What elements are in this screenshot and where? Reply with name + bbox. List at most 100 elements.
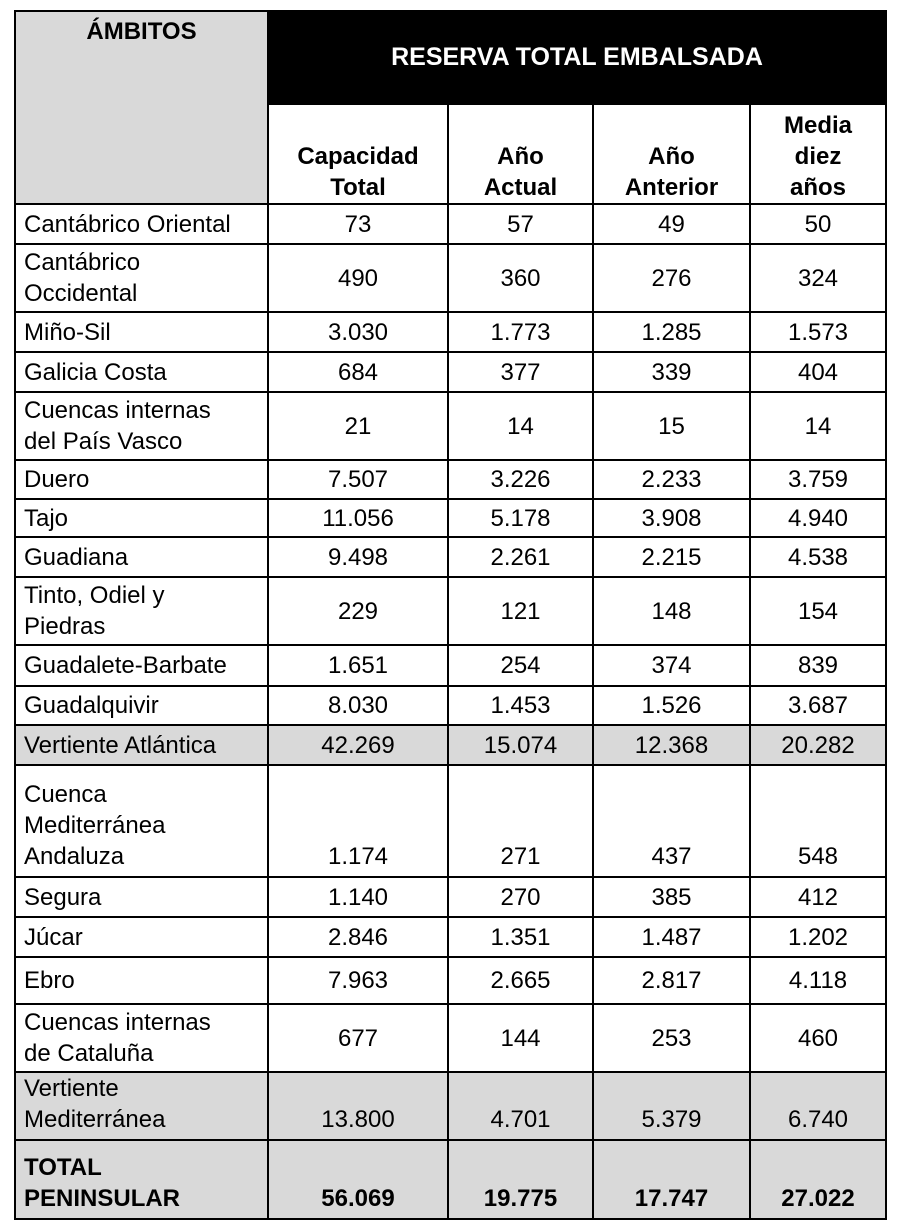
table-row: Cantábrico Occidental 490 360 276 324	[14, 243, 887, 313]
table-row: Júcar 2.846 1.351 1.487 1.202	[14, 916, 887, 958]
cell-value: 2.846	[267, 916, 449, 958]
cell-value: 121	[447, 576, 594, 646]
cell-value: 15.074	[447, 724, 594, 766]
column-header-line: Actual	[483, 174, 558, 201]
row-label-line: Occidental	[24, 280, 138, 307]
cell-value: 412	[749, 876, 887, 918]
cell-value: 3.759	[749, 459, 887, 500]
table-row: Cuencas internas de Cataluña 677 144 253 460	[14, 1003, 887, 1073]
row-label-line: Cuencas internas	[24, 1009, 211, 1036]
table-row: Ebro 7.963 2.665 2.817 4.118	[14, 956, 887, 1005]
cell-value: 4.118	[749, 956, 887, 1005]
row-label: Tajo	[14, 498, 269, 538]
row-label-line: Cantábrico	[24, 249, 141, 276]
row-label-line: de Cataluña	[24, 1040, 154, 1067]
cell-value: 548	[749, 764, 887, 878]
cell-value: 4.538	[749, 536, 887, 578]
column-header-line: Anterior	[624, 174, 719, 201]
row-label-line: Mediterránea	[24, 1106, 166, 1133]
row-label-line: Vertiente	[24, 1075, 119, 1102]
column-header-line: Capacidad	[297, 143, 419, 170]
header-ambitos: ÁMBITOS	[14, 10, 269, 205]
row-label: Duero	[14, 459, 269, 500]
row-label-line: Cuenca	[24, 781, 107, 808]
column-header-line: Año	[497, 143, 544, 170]
row-label: Galicia Costa	[14, 351, 269, 393]
row-label-line: Segura	[24, 883, 102, 911]
cell-value: 5.178	[447, 498, 594, 538]
cell-value: 3.030	[267, 311, 449, 353]
cell-value: 21	[267, 391, 449, 461]
cell-value: 15	[592, 391, 751, 461]
cell-value: 490	[267, 243, 449, 313]
row-label-line: Júcar	[24, 923, 83, 951]
row-label: Vertiente Atlántica	[14, 724, 269, 766]
row-label: Segura	[14, 876, 269, 918]
cell-value: 1.526	[592, 685, 751, 726]
cell-value: 4.701	[447, 1071, 594, 1141]
table-row: Guadalete-Barbate 1.651 254 374 839	[14, 644, 887, 687]
column-header: Capacidad Total	[267, 103, 449, 205]
cell-value: 339	[592, 351, 751, 393]
row-label: Tinto, Odiel y Piedras	[14, 576, 269, 646]
column-header: Media diez años	[749, 103, 887, 205]
cell-value: 404	[749, 351, 887, 393]
cell-value: 253	[592, 1003, 751, 1073]
cell-value: 27.022	[749, 1139, 887, 1220]
header-group: RESERVA TOTAL EMBALSADA	[267, 10, 887, 105]
row-label: TOTAL PENINSULAR	[14, 1139, 269, 1220]
cell-value: 385	[592, 876, 751, 918]
table-row: Tajo 11.056 5.178 3.908 4.940	[14, 498, 887, 538]
table-body: Cantábrico Oriental 73 57 49 50 Cantábrico Occ…	[14, 203, 887, 1220]
cell-value: 271	[447, 764, 594, 878]
row-label-line: Miño-Sil	[24, 318, 111, 346]
row-label: Guadalete-Barbate	[14, 644, 269, 687]
table-row: Cuenca Mediterránea Andaluza 1.174 271 437 548	[14, 764, 887, 878]
cell-value: 1.351	[447, 916, 594, 958]
cell-value: 1.140	[267, 876, 449, 918]
cell-value: 154	[749, 576, 887, 646]
cell-value: 684	[267, 351, 449, 393]
table-row: Cantábrico Oriental 73 57 49 50	[14, 203, 887, 245]
cell-value: 229	[267, 576, 449, 646]
cell-value: 2.215	[592, 536, 751, 578]
row-label-line: Vertiente Atlántica	[24, 731, 217, 759]
cell-value: 1.285	[592, 311, 751, 353]
cell-value: 4.940	[749, 498, 887, 538]
table-row: Vertiente Atlántica 42.269 15.074 12.368 20.…	[14, 724, 887, 766]
cell-value: 374	[592, 644, 751, 687]
cell-value: 17.747	[592, 1139, 751, 1220]
cell-value: 377	[447, 351, 594, 393]
cell-value: 57	[447, 203, 594, 245]
cell-value: 2.665	[447, 956, 594, 1005]
cell-value: 144	[447, 1003, 594, 1073]
row-label-line: Guadalquivir	[24, 692, 159, 719]
row-label: Cantábrico Occidental	[14, 243, 269, 313]
cell-value: 1.174	[267, 764, 449, 878]
cell-value: 839	[749, 644, 887, 687]
table-wrap: ÁMBITOS RESERVA TOTAL EMBALSADA Capacida…	[14, 10, 887, 1220]
row-label: Júcar	[14, 916, 269, 958]
table-row: Miño-Sil 3.030 1.773 1.285 1.573	[14, 311, 887, 353]
row-label-line: del País Vasco	[24, 428, 183, 455]
cell-value: 460	[749, 1003, 887, 1073]
row-label: Cantábrico Oriental	[14, 203, 269, 245]
row-label-line: Piedras	[24, 613, 106, 640]
cell-value: 5.379	[592, 1071, 751, 1141]
column-header-line: Año	[648, 143, 695, 170]
column-header: Año Actual	[447, 103, 594, 205]
cell-value: 11.056	[267, 498, 449, 538]
cell-value: 14	[749, 391, 887, 461]
column-header-line: Total	[330, 174, 386, 201]
cell-value: 49	[592, 203, 751, 245]
column-header-line: diez	[794, 143, 842, 170]
cell-value: 19.775	[447, 1139, 594, 1220]
cell-value: 6.740	[749, 1071, 887, 1141]
cell-value: 276	[592, 243, 751, 313]
table-row: TOTAL PENINSULAR 56.069 19.775 17.747 27.022	[14, 1139, 887, 1220]
row-label-line: Cantábrico Oriental	[24, 210, 231, 238]
column-header: Año Anterior	[592, 103, 751, 205]
row-label-line: TOTAL	[24, 1154, 102, 1181]
reservoir-table: ÁMBITOS RESERVA TOTAL EMBALSADA Capacida…	[14, 10, 887, 1220]
